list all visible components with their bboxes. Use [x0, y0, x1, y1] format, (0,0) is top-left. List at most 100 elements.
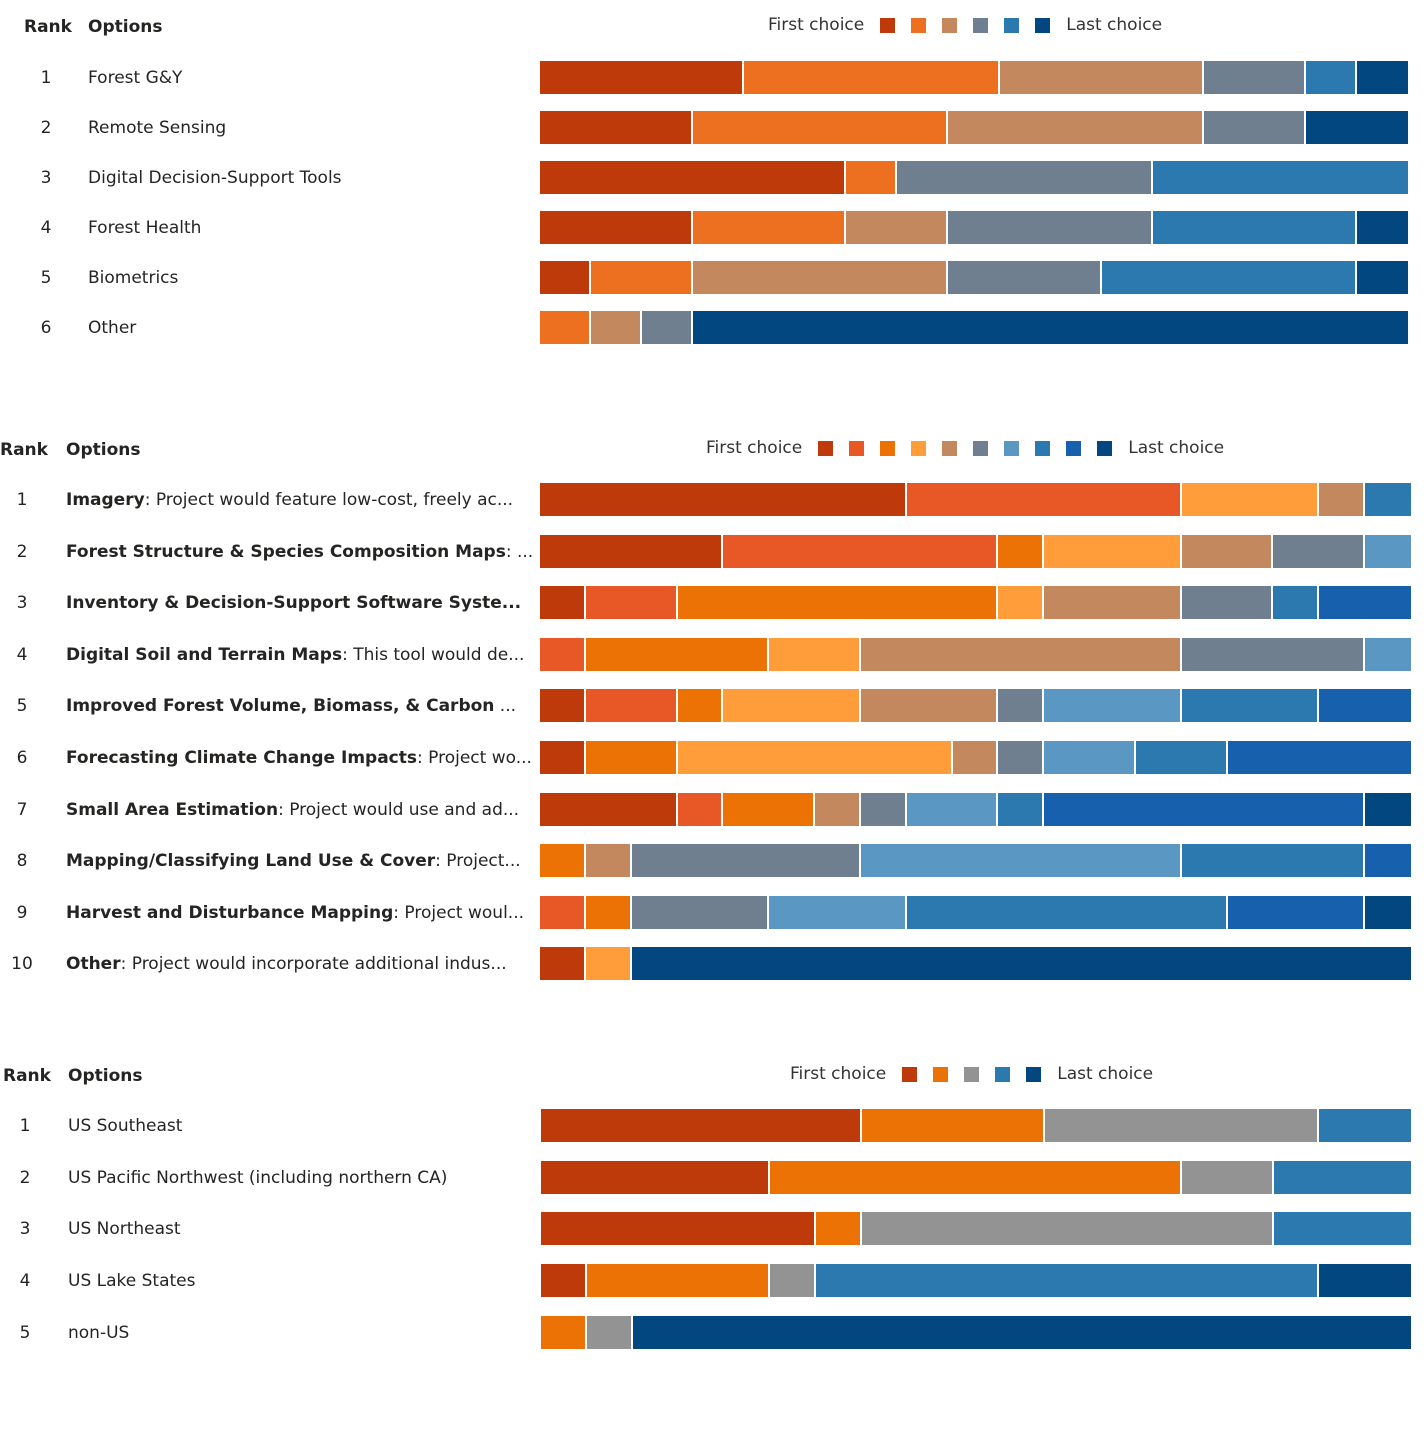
- option-text: : This tool would de...: [342, 644, 525, 665]
- table-row: 6 Other: [0, 311, 1428, 345]
- bar-segment-rank-8: [1135, 741, 1228, 774]
- options-header: Options: [88, 17, 163, 37]
- rank-number: 1: [40, 68, 52, 88]
- bar-segment-rank-2: [540, 895, 586, 929]
- table-row: 3 US Northeast: [0, 1212, 1428, 1246]
- stacked-bar: [540, 311, 1408, 344]
- option-text: non-US: [68, 1322, 130, 1343]
- stacked-bar: [540, 586, 1411, 620]
- rank-number: 1: [16, 490, 28, 510]
- legend-swatch: [911, 17, 927, 33]
- legend-swatch: [1026, 1066, 1042, 1082]
- bar-segment-rank-2: [677, 792, 724, 826]
- option-title: Imagery: [66, 490, 145, 510]
- bar-segment-rank-3: [591, 311, 643, 344]
- option-text: Forest G&Y: [88, 68, 183, 88]
- stacked-bar: [540, 741, 1411, 774]
- bar-segment-rank-2: [585, 586, 678, 620]
- option-label: Forest Structure & Species Composition M…: [66, 542, 533, 562]
- bar-segment-rank-10: [1365, 895, 1411, 929]
- bar-segment-rank-8: [1365, 483, 1411, 516]
- stacked-bar: [540, 261, 1408, 294]
- rank-header: Rank: [0, 440, 48, 460]
- bar-segment-rank-5: [860, 689, 999, 723]
- bar-segment-rank-9: [1227, 895, 1366, 929]
- option-label: Harvest and Disturbance Mapping: Project…: [66, 903, 524, 923]
- bar-segment-rank-1: [540, 947, 586, 981]
- bar-segment-rank-5: [585, 844, 632, 878]
- option-title: Digital Soil and Terrain Maps: [66, 644, 343, 665]
- bar-segment-rank-9: [1227, 741, 1411, 774]
- bar-segment-rank-3: [586, 1315, 633, 1349]
- bar-segment-rank-4: [1319, 1109, 1411, 1142]
- bar-segment-rank-7: [906, 792, 999, 826]
- option-label: Inventory & Decision-Support Software Sy…: [66, 593, 521, 613]
- bar-segment-rank-2: [693, 211, 847, 244]
- stacked-bar: [540, 844, 1411, 878]
- bar-segment-rank-5: [1152, 161, 1408, 194]
- rank-number: 2: [40, 118, 52, 138]
- bar-segment-rank-6: [1181, 586, 1274, 620]
- option-text: Other: [88, 318, 137, 338]
- bar-segment-rank-8: [1273, 586, 1320, 620]
- bar-segment-rank-1: [541, 1264, 587, 1298]
- bar-segment-rank-7: [769, 895, 907, 929]
- option-label: Improved Forest Volume, Biomass, & Carbo…: [66, 696, 516, 716]
- legend-swatch: [880, 440, 896, 456]
- bar-segment-rank-2: [906, 483, 1182, 516]
- table-row: 5 Improved Forest Volume, Biomass, & Carb…: [0, 689, 1428, 723]
- rank-number: 7: [16, 799, 28, 820]
- option-label: Other: Project would incorporate additio…: [66, 954, 507, 974]
- stacked-bar: [540, 483, 1411, 516]
- legend: First choice Last choice: [768, 15, 1162, 35]
- table-row: 4 Digital Soil and Terrain Maps: This too…: [0, 637, 1428, 672]
- legend-swatch: [849, 440, 865, 456]
- bar-segment-rank-3: [585, 895, 632, 929]
- table-row: 2 US Pacific Northwest (including norther…: [0, 1160, 1428, 1195]
- ranking-chart: Rank Options First choice Last choice 1 Fores…: [0, 0, 1428, 400]
- legend: First choice Last choice: [706, 438, 1224, 458]
- bar-segment-rank-6: [1181, 637, 1366, 671]
- bar-segment-rank-9: [1365, 844, 1411, 878]
- bar-segment-rank-5: [952, 741, 999, 774]
- bar-segment-rank-4: [1181, 483, 1320, 516]
- stacked-bar: [540, 161, 1408, 194]
- legend-swatch: [942, 17, 958, 33]
- table-row: 4 Forest Health: [0, 211, 1428, 245]
- bar-segment-rank-5: [1101, 261, 1357, 294]
- table-row: 6 Forecasting Climate Change Impacts: Pro…: [0, 741, 1428, 775]
- bar-segment-rank-1: [541, 1109, 862, 1142]
- bar-segment-rank-2: [846, 161, 898, 194]
- bar-segment-rank-5: [632, 1315, 1411, 1349]
- table-row: 2 Remote Sensing: [0, 111, 1428, 145]
- bar-segment-rank-6: [631, 895, 770, 929]
- table-row: 3 Inventory & Decision-Support Software S…: [0, 586, 1428, 620]
- bar-segment-rank-4: [1203, 61, 1306, 94]
- option-label: Forest G&Y: [88, 68, 182, 88]
- table-row: 4 US Lake States: [0, 1264, 1428, 1298]
- bar-segment-rank-2: [769, 1160, 1183, 1194]
- legend-swatch: [1097, 440, 1113, 456]
- bar-segment-rank-4: [815, 1264, 1320, 1298]
- bar-segment-rank-5: [1044, 586, 1182, 620]
- option-text: : Project would incorporate additional i…: [120, 954, 507, 975]
- option-label: Forecasting Climate Change Impacts: Proj…: [66, 748, 532, 768]
- rank-number: 4: [16, 644, 28, 665]
- bar-segment-rank-4: [1044, 534, 1182, 568]
- legend-last-label: Last choice: [1066, 15, 1163, 35]
- bar-segment-rank-1: [541, 1160, 770, 1194]
- legend-swatch: [1066, 440, 1082, 456]
- bar-segment-rank-6: [860, 792, 907, 826]
- bar-segment-rank-4: [1203, 111, 1306, 144]
- bar-segment-rank-6: [1356, 261, 1408, 294]
- bar-segment-rank-3: [723, 792, 816, 826]
- bar-segment-rank-4: [1273, 1160, 1411, 1194]
- bar-segment-rank-2: [723, 534, 999, 568]
- table-row: 7 Small Area Estimation: Project would us…: [0, 792, 1428, 827]
- legend-first-label: First choice: [768, 15, 865, 35]
- rank-number: 4: [19, 1271, 31, 1292]
- bar-segment-rank-3: [998, 534, 1045, 568]
- bar-segment-rank-3: [948, 111, 1204, 144]
- option-title: Small Area Estimation: [66, 799, 279, 820]
- option-text: Remote Sensing: [88, 118, 227, 138]
